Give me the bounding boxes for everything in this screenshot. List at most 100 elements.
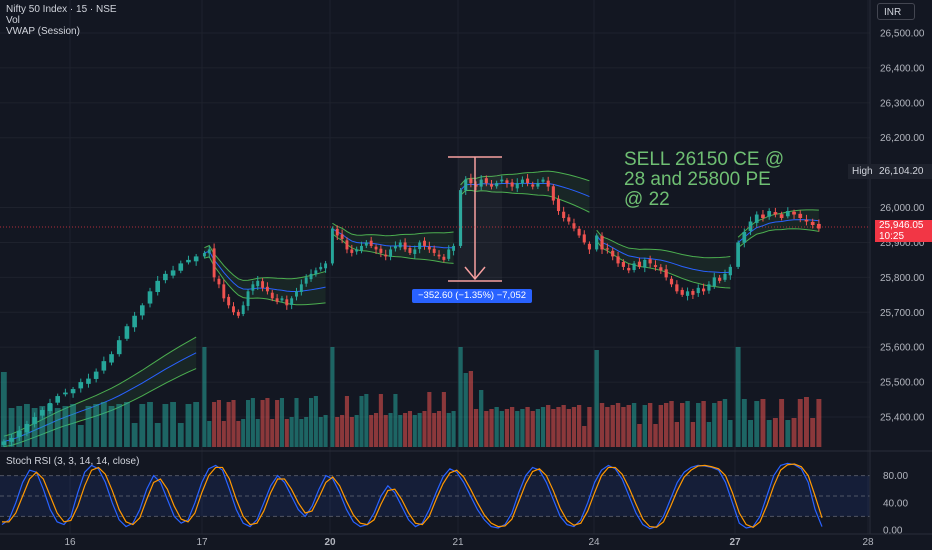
stoch-k-line bbox=[1, 462, 823, 530]
candle-body bbox=[16, 430, 22, 437]
candle-body bbox=[577, 228, 581, 236]
volume-bar bbox=[185, 404, 192, 447]
candle-body bbox=[616, 256, 620, 264]
measure-arrow-head bbox=[464, 266, 486, 281]
volume-bar bbox=[373, 413, 379, 447]
volume-bar bbox=[735, 347, 741, 447]
candle-body bbox=[754, 214, 759, 223]
volume-bar bbox=[494, 407, 499, 447]
volume-bar bbox=[427, 392, 432, 447]
volume-bar bbox=[294, 398, 299, 447]
candle-body bbox=[495, 183, 499, 187]
volume-bar bbox=[131, 423, 138, 447]
candle-body bbox=[798, 213, 803, 219]
volume-bar bbox=[766, 420, 772, 447]
candle-body bbox=[78, 382, 84, 389]
annotation-line-3: @ 22 bbox=[624, 189, 670, 210]
vwap-band-fill bbox=[332, 223, 454, 264]
candle-body bbox=[659, 267, 663, 271]
candle-body bbox=[379, 248, 383, 253]
candle-body bbox=[280, 298, 284, 301]
volume-bar bbox=[816, 399, 822, 447]
volume-bar bbox=[340, 415, 345, 447]
currency-button[interactable]: INR bbox=[877, 3, 915, 20]
volume-bar bbox=[284, 419, 289, 447]
vwap-line bbox=[596, 235, 731, 273]
candle-body bbox=[556, 198, 561, 212]
volume-bar bbox=[484, 411, 489, 447]
last-price-tag: 25,946.05 10:25 bbox=[875, 220, 932, 242]
measure-tool[interactable] bbox=[448, 156, 502, 282]
candle-body bbox=[792, 211, 796, 215]
candle-body bbox=[335, 228, 339, 236]
volume-bar bbox=[177, 423, 184, 447]
candle-body bbox=[736, 242, 740, 267]
volume-bar bbox=[221, 421, 226, 447]
volume-bar bbox=[690, 422, 696, 447]
candle-body bbox=[147, 291, 153, 304]
volume-bar bbox=[0, 372, 7, 447]
time-axis[interactable]: 16 17 20 21 24 27 28 bbox=[64, 537, 874, 548]
rsi-axis[interactable]: 80.00 40.00 0.00 bbox=[883, 471, 908, 536]
candle-body bbox=[675, 284, 679, 292]
stoch-rsi-label[interactable]: Stoch RSI (3, 3, 14, 14, close) bbox=[6, 456, 140, 467]
stoch-d-line bbox=[2, 463, 823, 528]
volume-bar bbox=[304, 417, 309, 447]
volume-bar bbox=[398, 415, 403, 447]
volume-bar bbox=[722, 399, 728, 447]
volume-bar bbox=[412, 415, 417, 447]
time-tick-label: 28 bbox=[862, 537, 874, 548]
candle-body bbox=[212, 248, 216, 278]
vwap-lower-band bbox=[332, 233, 454, 264]
volume-bar bbox=[615, 403, 621, 447]
candle-body bbox=[541, 179, 545, 182]
volume-bar bbox=[499, 411, 504, 447]
candle-body bbox=[256, 280, 260, 287]
candle-body bbox=[290, 298, 294, 305]
volume-bars bbox=[0, 347, 822, 447]
candle-body bbox=[408, 248, 412, 253]
candle-body bbox=[432, 248, 436, 253]
candle-body bbox=[520, 179, 524, 184]
volume-bar bbox=[468, 371, 474, 447]
candle-body bbox=[101, 361, 107, 371]
volume-bar bbox=[289, 417, 294, 447]
volume-bar bbox=[139, 404, 146, 447]
volume-bar bbox=[250, 398, 255, 447]
volume-bar bbox=[54, 408, 61, 447]
volume-bar bbox=[621, 407, 626, 447]
candle-body bbox=[1, 441, 7, 445]
candle-body bbox=[761, 214, 765, 219]
volume-bar bbox=[458, 347, 463, 447]
candle-body bbox=[484, 178, 488, 184]
candle-body bbox=[193, 256, 199, 262]
candle-body bbox=[261, 281, 265, 288]
volume-bar bbox=[100, 402, 107, 447]
vwap-label[interactable]: VWAP (Session) bbox=[6, 26, 80, 37]
high-label: High bbox=[848, 164, 877, 179]
candle-body bbox=[773, 212, 778, 215]
candle-body bbox=[285, 299, 289, 306]
volume-bar bbox=[202, 347, 207, 447]
volume-bar bbox=[85, 406, 92, 447]
vwap-band-fill bbox=[204, 245, 326, 305]
volume-bar bbox=[566, 409, 571, 447]
trade-annotation[interactable]: SELL 26150 CE @ 28 and 25800 PE @ 22 bbox=[624, 150, 844, 210]
volume-bar bbox=[717, 401, 722, 447]
volume-bar bbox=[520, 409, 525, 447]
candle-body bbox=[653, 265, 658, 267]
volume-bar bbox=[77, 425, 84, 447]
candle-body bbox=[742, 231, 747, 243]
volume-label[interactable]: Vol bbox=[6, 15, 20, 26]
candle-body bbox=[270, 292, 274, 299]
symbol-title[interactable]: Nifty 50 Index · 15 · NSE bbox=[6, 4, 117, 15]
candle-body bbox=[551, 186, 555, 201]
candle-body bbox=[93, 371, 99, 379]
volume-bar bbox=[546, 405, 551, 447]
volume-bar bbox=[785, 420, 791, 447]
candle-body bbox=[330, 228, 334, 264]
price-axis[interactable]: 26,500.00 26,400.00 26,300.00 26,200.00 26,0… bbox=[880, 29, 925, 424]
candle-body bbox=[427, 246, 431, 250]
volume-bar bbox=[479, 390, 484, 447]
